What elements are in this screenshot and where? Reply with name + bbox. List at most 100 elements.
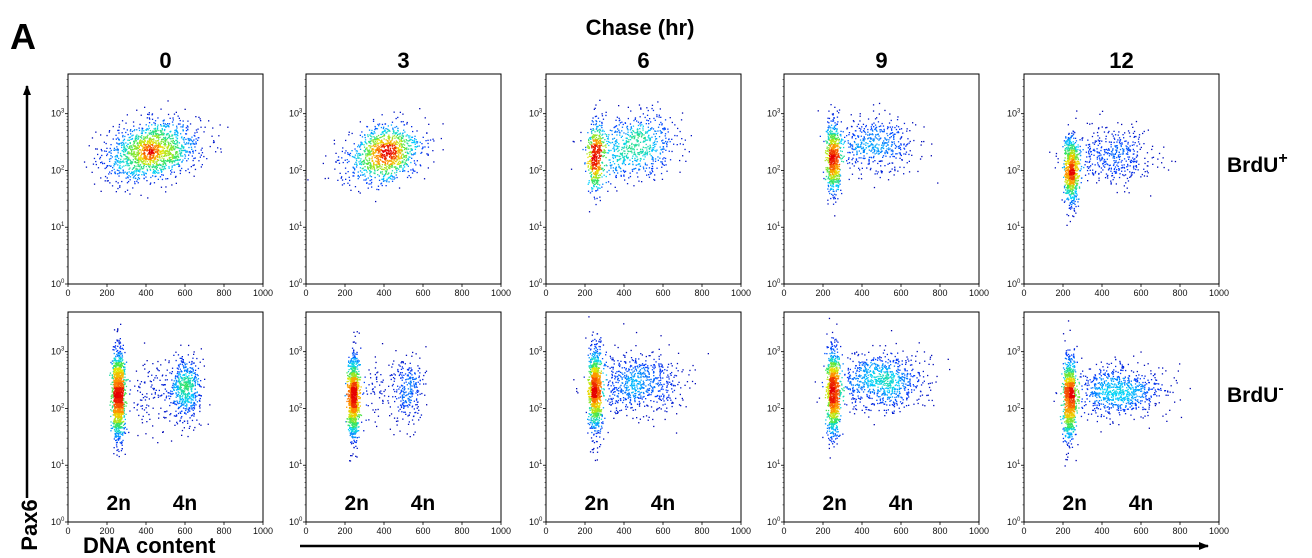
event-dot — [137, 146, 139, 148]
event-dot — [131, 172, 133, 174]
event-dot — [597, 172, 599, 174]
event-dot — [645, 139, 647, 141]
event-dot — [653, 133, 655, 135]
event-dot — [828, 147, 830, 149]
event-dot — [629, 135, 632, 137]
event-dot — [133, 148, 135, 151]
event-dot — [83, 161, 86, 163]
event-dot — [166, 146, 168, 148]
event-dot — [388, 181, 390, 183]
event-dot — [396, 159, 398, 162]
event-dot — [159, 151, 161, 153]
event-dot — [385, 151, 388, 153]
event-dot — [635, 145, 637, 147]
event-dot — [594, 177, 596, 179]
event-dot — [381, 178, 383, 180]
event-dot — [893, 174, 895, 176]
event-dot — [615, 166, 617, 168]
event-dot — [590, 171, 592, 173]
event-dot — [364, 162, 366, 164]
event-dot — [361, 174, 364, 176]
event-dot — [622, 139, 624, 141]
event-dot — [381, 139, 383, 141]
event-dot — [160, 186, 163, 188]
event-dot — [187, 126, 189, 128]
event-dot — [354, 156, 356, 158]
event-dot — [95, 131, 97, 133]
event-dot — [346, 161, 349, 164]
event-dot — [173, 156, 175, 158]
event-dot — [156, 151, 158, 154]
event-dot — [836, 188, 838, 191]
event-dot — [157, 150, 160, 152]
event-dot — [835, 181, 837, 184]
event-dot — [590, 141, 593, 143]
event-dot — [340, 177, 342, 179]
event-dot — [158, 148, 160, 151]
event-dot — [591, 157, 593, 159]
y-tick-label: 103 — [289, 109, 303, 119]
event-dot — [637, 129, 639, 131]
event-dot — [665, 149, 667, 151]
event-dot — [386, 128, 389, 130]
event-dot — [870, 167, 872, 170]
event-dot — [393, 131, 395, 133]
event-dot — [629, 129, 632, 131]
event-dot — [141, 130, 143, 132]
event-dot — [649, 138, 652, 141]
event-dot — [659, 130, 661, 132]
event-dot — [615, 125, 617, 128]
event-dot — [369, 179, 371, 182]
event-dot — [618, 124, 620, 126]
event-dot — [195, 141, 197, 143]
event-dot — [616, 139, 618, 141]
event-dot — [380, 148, 382, 151]
event-dot — [638, 153, 641, 155]
event-dot — [199, 156, 201, 158]
event-dot — [658, 116, 660, 118]
event-dot — [680, 119, 683, 121]
event-dot — [905, 153, 907, 155]
event-dot — [829, 134, 831, 136]
event-dot — [375, 137, 377, 139]
event-dot — [599, 149, 601, 151]
event-dot — [378, 175, 380, 177]
event-dot — [154, 147, 156, 149]
event-dot — [156, 163, 158, 165]
event-dot — [100, 190, 102, 192]
event-dot — [407, 165, 409, 167]
event-dot — [830, 176, 832, 178]
event-dot — [856, 145, 858, 147]
event-dot — [635, 143, 637, 146]
event-dot — [398, 160, 400, 162]
event-dot — [419, 108, 421, 110]
event-dot — [345, 150, 347, 152]
event-dot — [143, 151, 146, 154]
event-dot — [835, 173, 837, 175]
event-dot — [162, 163, 164, 165]
event-dot — [831, 135, 833, 137]
event-dot — [624, 144, 626, 146]
event-dot — [162, 160, 164, 163]
event-dot — [682, 143, 684, 146]
event-dot — [414, 152, 417, 154]
chase-time-3: 3 — [397, 48, 409, 73]
event-dot — [427, 167, 429, 169]
event-dot — [859, 115, 861, 117]
event-dot — [176, 125, 178, 127]
event-dot — [616, 160, 618, 162]
event-dot — [638, 163, 640, 165]
event-dot — [379, 137, 381, 139]
event-dot — [149, 183, 151, 185]
event-dot — [397, 142, 400, 144]
event-dot — [827, 199, 829, 201]
event-dot — [634, 144, 636, 146]
event-dot — [840, 130, 842, 132]
event-dot — [157, 140, 159, 142]
event-dot — [596, 179, 598, 182]
event-dot — [626, 126, 628, 128]
event-dot — [590, 128, 592, 130]
event-dot — [642, 125, 644, 127]
event-dot — [366, 159, 368, 161]
